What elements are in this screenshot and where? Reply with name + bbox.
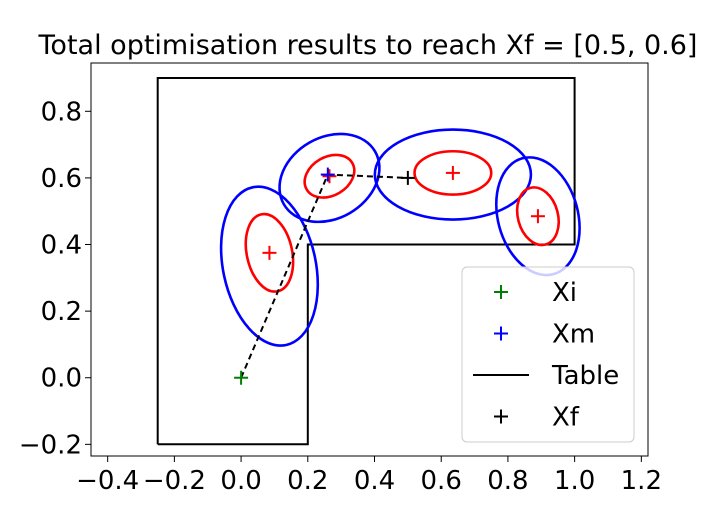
- x-tick-label-1: −0.2: [143, 466, 206, 496]
- legend: Xi Xm Table Xf: [461, 266, 635, 443]
- x-tick-label-3: 0.2: [287, 466, 328, 496]
- legend-item-xf: Xf: [494, 403, 580, 433]
- chart-title: Total optimisation results to reach Xf =…: [38, 30, 698, 61]
- inner-ellipse-4: [515, 186, 560, 247]
- outer-ellipse-3: [373, 128, 533, 221]
- outer-ellipse-2: [278, 132, 381, 224]
- legend-handle-xi: [494, 285, 508, 299]
- x-axis: −0.4 −0.2 0.0 0.2 0.4 0.6 0.8 1.0 1.2: [76, 456, 662, 496]
- plot-content: [156, 77, 581, 446]
- legend-label-xf: Xf: [552, 403, 580, 433]
- x-tick-label-0: −0.4: [76, 466, 139, 496]
- mean-marker-4: [530, 209, 545, 224]
- y-tick-label-5: 0.8: [41, 97, 82, 127]
- mean-marker-2: [322, 169, 337, 184]
- x-tick-label-6: 0.8: [487, 466, 528, 496]
- trajectory-path: [240, 173, 408, 379]
- legend-label-xi: Xi: [552, 278, 577, 308]
- y-tick-label-1: 0.0: [41, 364, 82, 394]
- point-xf: [400, 170, 415, 185]
- x-tick-label-5: 0.6: [421, 466, 462, 496]
- y-tick-label-0: −0.2: [19, 430, 82, 460]
- inner-ellipse-3: [413, 149, 493, 196]
- x-tick-label-8: 1.2: [621, 466, 662, 496]
- x-tick-label-2: 0.0: [220, 466, 261, 496]
- y-tick-label-3: 0.4: [41, 231, 82, 261]
- point-xm: [320, 167, 335, 182]
- y-tick-label-2: 0.2: [41, 297, 82, 327]
- legend-label-table: Table: [551, 361, 619, 391]
- legend-handle-xf: [494, 409, 508, 424]
- mean-marker-1: [262, 245, 277, 260]
- plot-area: [90, 62, 649, 457]
- mean-marker-3: [445, 165, 460, 180]
- plot-frame: [90, 62, 649, 457]
- legend-box: [461, 266, 635, 443]
- x-tick-label-7: 1.0: [554, 466, 595, 496]
- legend-item-xi: Xi: [494, 278, 577, 308]
- y-axis: −0.2 0.0 0.2 0.4 0.6 0.8: [19, 97, 91, 460]
- inner-ellipse-2: [303, 153, 356, 199]
- x-tick-label-4: 0.4: [354, 466, 395, 496]
- legend-label-xm: Xm: [552, 320, 595, 350]
- legend-item-xm: Xm: [494, 320, 595, 350]
- legend-handle-xm: [494, 326, 508, 341]
- legend-item-table: Table: [473, 361, 619, 391]
- outer-ellipse-1: [219, 185, 320, 347]
- point-xi: [234, 370, 249, 385]
- y-tick-label-4: 0.6: [41, 164, 82, 194]
- table-outline: [156, 77, 576, 446]
